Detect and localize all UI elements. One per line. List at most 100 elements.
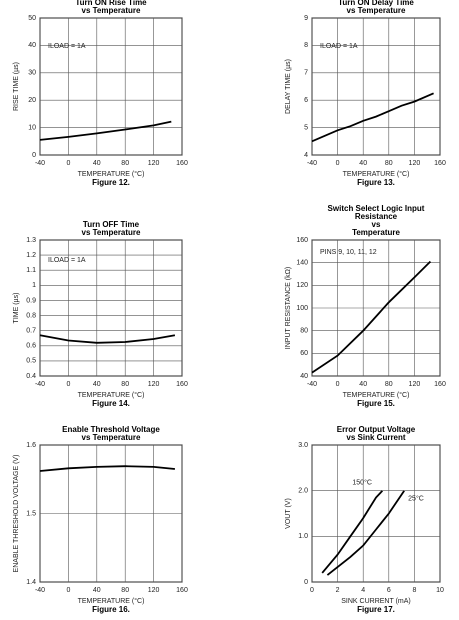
- figure-caption: Figure 15.: [357, 399, 395, 408]
- annotation: ILOAD = 1A: [48, 43, 86, 50]
- y-tick-label: 9: [304, 15, 308, 22]
- x-axis-label: TEMPERATURE (°C): [343, 170, 410, 178]
- y-tick-label: 1.5: [26, 510, 36, 517]
- x-tick-label: 80: [121, 587, 129, 594]
- x-tick-label: 4: [361, 587, 365, 594]
- x-tick-label: -40: [307, 381, 317, 388]
- y-tick-label: 40: [300, 373, 308, 380]
- x-tick-label: 120: [148, 160, 160, 167]
- y-tick-label: 0.6: [26, 343, 36, 350]
- x-tick-label: 80: [385, 381, 393, 388]
- y-tick-label: 3.0: [298, 442, 308, 449]
- chart-title: Turn ON Rise Time: [75, 0, 147, 7]
- y-axis-label: TIME (µs): [13, 293, 20, 324]
- x-tick-label: -40: [35, 587, 45, 594]
- y-tick-label: 7: [304, 70, 308, 77]
- plot-frame: [311, 17, 441, 156]
- y-tick-label: 1.0: [298, 533, 308, 540]
- figure-caption: Figure 16.: [92, 605, 130, 614]
- chart-title: vs Temperature: [82, 228, 142, 237]
- y-tick-label: 10: [28, 124, 36, 131]
- y-tick-label: 140: [296, 260, 308, 267]
- y-tick-label: 0.9: [26, 297, 36, 304]
- x-axis-label: TEMPERATURE (°C): [78, 170, 145, 178]
- chart-title: vs Temperature: [82, 433, 142, 442]
- y-tick-label: 0: [304, 579, 308, 586]
- chart-title: Turn ON Delay Time: [338, 0, 414, 7]
- x-tick-label: 160: [434, 381, 446, 388]
- y-tick-label: 1: [32, 282, 36, 289]
- x-tick-label: -40: [307, 160, 317, 167]
- series-label: 150°C: [352, 479, 372, 487]
- annotation: ILOAD = 1A: [320, 43, 358, 50]
- x-axis-label: TEMPERATURE (°C): [78, 597, 145, 605]
- chart-title: vs Temperature: [347, 6, 407, 15]
- y-axis-label: DELAY TIME (µs): [285, 59, 292, 114]
- data-line: [311, 260, 432, 374]
- y-tick-label: 1.6: [26, 442, 36, 449]
- chart-title: Switch Select Logic Input: [328, 204, 425, 213]
- x-tick-label: 40: [359, 381, 367, 388]
- series-label: 25°C: [408, 495, 424, 503]
- x-axis-label: TEMPERATURE (°C): [78, 391, 145, 399]
- chart-title: vs Temperature: [82, 6, 142, 15]
- y-tick-label: 8: [304, 42, 308, 49]
- chart-title: vs: [372, 220, 381, 229]
- y-tick-label: 1.3: [26, 237, 36, 244]
- x-tick-label: 80: [385, 160, 393, 167]
- chart-title: Error Output Voltage: [337, 425, 416, 434]
- x-tick-label: 160: [176, 587, 188, 594]
- y-axis-label: ENABLE THRESHOLD VOLTAGE (V): [13, 455, 20, 573]
- x-tick-label: 0: [336, 160, 340, 167]
- y-axis-label: RISE TIME (µs): [13, 62, 20, 111]
- x-axis-label: TEMPERATURE (°C): [343, 391, 410, 399]
- x-tick-label: 160: [176, 381, 188, 388]
- x-tick-label: 80: [121, 381, 129, 388]
- data-line: [39, 465, 175, 472]
- y-tick-label: 1.2: [26, 252, 36, 259]
- y-axis-label: VOUT (V): [285, 498, 292, 529]
- x-tick-label: -40: [35, 160, 45, 167]
- data-line: [311, 92, 434, 143]
- chart-title: Resistance: [355, 212, 398, 221]
- x-tick-label: 120: [409, 381, 421, 388]
- x-tick-label: 40: [93, 381, 101, 388]
- chart-title: Enable Threshold Voltage: [62, 425, 160, 434]
- y-tick-label: 40: [28, 42, 36, 49]
- y-tick-label: 5: [304, 124, 308, 131]
- y-tick-label: 0: [32, 152, 36, 159]
- x-tick-label: 10: [436, 587, 444, 594]
- data-line: [39, 120, 172, 141]
- x-tick-label: 120: [409, 160, 421, 167]
- y-tick-label: 60: [300, 350, 308, 357]
- y-tick-label: 120: [296, 282, 308, 289]
- annotation: ILOAD = 1A: [48, 257, 86, 264]
- x-axis-label: SINK CURRENT (mA): [341, 598, 410, 605]
- chart-title: Turn OFF Time: [83, 220, 140, 229]
- x-tick-label: 160: [176, 160, 188, 167]
- y-tick-label: 80: [300, 328, 308, 335]
- x-tick-label: 6: [387, 587, 391, 594]
- x-tick-label: 160: [434, 160, 446, 167]
- y-tick-label: 1.4: [26, 579, 36, 586]
- x-tick-label: 120: [148, 381, 160, 388]
- y-tick-label: 6: [304, 97, 308, 104]
- plot-frame: [39, 17, 183, 156]
- x-tick-label: -40: [35, 381, 45, 388]
- y-tick-label: 0.8: [26, 312, 36, 319]
- x-tick-label: 8: [412, 587, 416, 594]
- y-tick-label: 100: [296, 305, 308, 312]
- y-tick-label: 0.5: [26, 358, 36, 365]
- chart-title: Temperature: [352, 228, 400, 237]
- x-tick-label: 80: [121, 160, 129, 167]
- y-tick-label: 20: [28, 97, 36, 104]
- figure-caption: Figure 13.: [357, 178, 395, 187]
- x-tick-label: 0: [66, 587, 70, 594]
- x-tick-label: 40: [93, 160, 101, 167]
- x-tick-label: 40: [359, 160, 367, 167]
- y-tick-label: 0.4: [26, 373, 36, 380]
- data-line: [321, 490, 384, 574]
- annotation: PINS 9, 10, 11, 12: [320, 249, 377, 256]
- y-axis-label: INPUT RESISTANCE (kΩ): [285, 267, 292, 349]
